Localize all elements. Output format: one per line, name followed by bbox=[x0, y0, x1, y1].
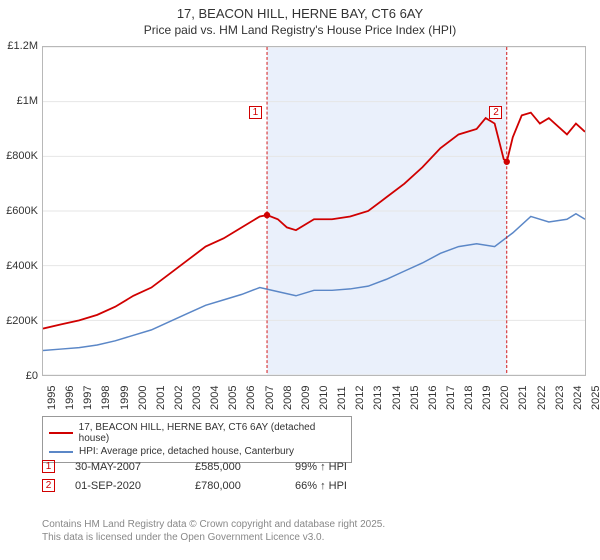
x-tick-label: 2018 bbox=[463, 386, 475, 410]
datapoint-row: 2 01-SEP-2020 £780,000 66% ↑ HPI bbox=[42, 479, 347, 492]
x-tick-label: 2009 bbox=[300, 386, 312, 410]
x-tick-label: 1998 bbox=[100, 386, 112, 410]
title-line1: 17, BEACON HILL, HERNE BAY, CT6 6AY bbox=[0, 6, 600, 21]
footer-line1: Contains HM Land Registry data © Crown c… bbox=[42, 518, 385, 531]
x-tick-label: 1999 bbox=[119, 386, 131, 410]
legend-label: HPI: Average price, detached house, Cant… bbox=[79, 446, 294, 457]
legend-item: HPI: Average price, detached house, Cant… bbox=[49, 445, 345, 458]
x-tick-label: 2024 bbox=[572, 386, 584, 410]
x-tick-label: 1997 bbox=[82, 386, 94, 410]
legend: 17, BEACON HILL, HERNE BAY, CT6 6AY (det… bbox=[42, 416, 352, 463]
legend-swatch bbox=[49, 432, 73, 434]
datapoint-price: £585,000 bbox=[195, 461, 295, 473]
x-tick-label: 2020 bbox=[499, 386, 511, 410]
x-tick-label: 2010 bbox=[318, 386, 330, 410]
x-tick-label: 2021 bbox=[517, 386, 529, 410]
x-tick-label: 2019 bbox=[481, 386, 493, 410]
y-tick-label: £1M bbox=[0, 95, 38, 107]
y-tick-label: £1.2M bbox=[0, 40, 38, 52]
datapoint-date: 01-SEP-2020 bbox=[75, 480, 195, 492]
datapoint-price: £780,000 bbox=[195, 480, 295, 492]
footer-line2: This data is licensed under the Open Gov… bbox=[42, 531, 385, 544]
datapoint-delta: 66% ↑ HPI bbox=[295, 480, 347, 492]
x-tick-label: 2000 bbox=[137, 386, 149, 410]
y-tick-label: £600K bbox=[0, 205, 38, 217]
y-tick-label: £800K bbox=[0, 150, 38, 162]
chart-svg bbox=[43, 47, 585, 375]
y-tick-label: £400K bbox=[0, 260, 38, 272]
title-line2: Price paid vs. HM Land Registry's House … bbox=[0, 23, 600, 37]
x-tick-label: 2006 bbox=[245, 386, 257, 410]
x-tick-label: 2007 bbox=[264, 386, 276, 410]
datapoint-date: 30-MAY-2007 bbox=[75, 461, 195, 473]
datapoint-row: 1 30-MAY-2007 £585,000 99% ↑ HPI bbox=[42, 460, 347, 473]
x-tick-label: 2015 bbox=[409, 386, 421, 410]
datapoint-marker: 2 bbox=[42, 479, 55, 492]
x-tick-label: 2008 bbox=[282, 386, 294, 410]
x-tick-label: 1996 bbox=[64, 386, 76, 410]
datapoints-table: 1 30-MAY-2007 £585,000 99% ↑ HPI 2 01-SE… bbox=[42, 460, 347, 498]
x-tick-label: 2013 bbox=[372, 386, 384, 410]
x-tick-label: 2001 bbox=[155, 386, 167, 410]
y-tick-label: £200K bbox=[0, 315, 38, 327]
x-tick-label: 2014 bbox=[391, 386, 403, 410]
datapoint-delta: 99% ↑ HPI bbox=[295, 461, 347, 473]
x-tick-label: 2017 bbox=[445, 386, 457, 410]
chart-marker-label: 2 bbox=[489, 106, 502, 119]
x-tick-label: 2004 bbox=[209, 386, 221, 410]
x-tick-label: 2012 bbox=[354, 386, 366, 410]
x-tick-label: 1995 bbox=[46, 386, 58, 410]
x-tick-label: 2023 bbox=[554, 386, 566, 410]
chart-plot-area bbox=[42, 46, 586, 376]
x-tick-label: 2005 bbox=[227, 386, 239, 410]
x-tick-label: 2022 bbox=[536, 386, 548, 410]
x-tick-label: 2003 bbox=[191, 386, 203, 410]
legend-item: 17, BEACON HILL, HERNE BAY, CT6 6AY (det… bbox=[49, 421, 345, 445]
datapoint-marker: 1 bbox=[42, 460, 55, 473]
footer-attribution: Contains HM Land Registry data © Crown c… bbox=[42, 518, 385, 544]
x-tick-label: 2025 bbox=[590, 386, 600, 410]
legend-swatch bbox=[49, 451, 73, 453]
x-tick-label: 2011 bbox=[336, 386, 348, 410]
x-tick-label: 2016 bbox=[427, 386, 439, 410]
y-tick-label: £0 bbox=[0, 370, 38, 382]
legend-label: 17, BEACON HILL, HERNE BAY, CT6 6AY (det… bbox=[79, 422, 345, 444]
x-tick-label: 2002 bbox=[173, 386, 185, 410]
chart-marker-label: 1 bbox=[249, 106, 262, 119]
chart-title: 17, BEACON HILL, HERNE BAY, CT6 6AY Pric… bbox=[0, 0, 600, 37]
